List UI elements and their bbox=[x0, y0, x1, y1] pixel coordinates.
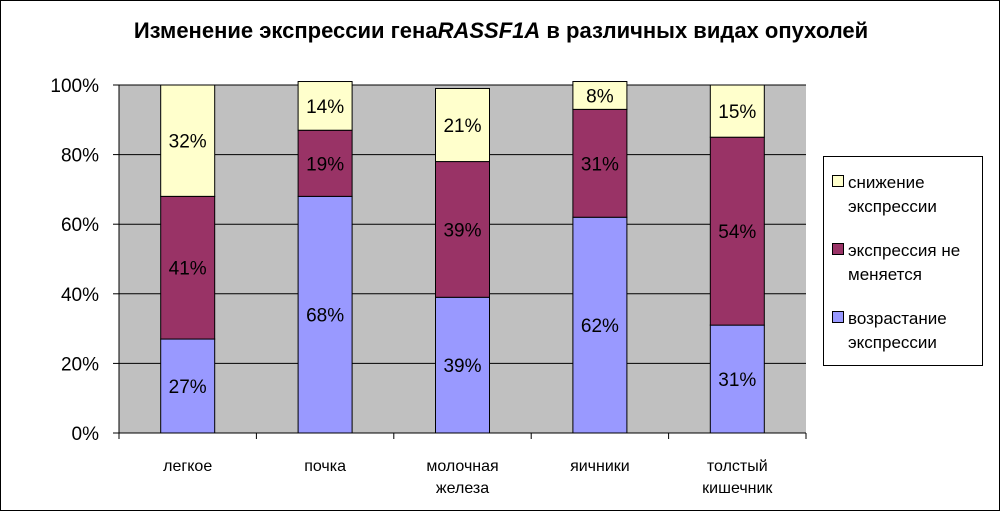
chart-legend: снижение экспрессии экспрессия не меняется в… bbox=[823, 156, 983, 366]
bar-segment bbox=[572, 108, 628, 218]
x-tick-label: железа bbox=[436, 480, 489, 497]
bar-segment bbox=[160, 84, 216, 197]
bar-segment bbox=[572, 81, 628, 110]
x-tick-label: яичники bbox=[570, 458, 630, 475]
y-tick-label: 20% bbox=[61, 354, 99, 375]
bar-segment bbox=[572, 216, 628, 434]
x-tick-label: легкое bbox=[163, 458, 212, 475]
title-gene: RASSF1A bbox=[437, 18, 541, 43]
data-label: 14% bbox=[306, 97, 344, 118]
x-tick-label: кишечник bbox=[702, 480, 773, 497]
y-tick-label: 40% bbox=[61, 285, 99, 306]
x-tick-label: молочная bbox=[426, 458, 498, 475]
data-label: 54% bbox=[718, 222, 756, 243]
x-tick-label: толстый bbox=[707, 458, 768, 475]
legend-label: экспрессия не меняется bbox=[848, 241, 961, 284]
data-label: 27% bbox=[169, 377, 207, 398]
data-label: 39% bbox=[443, 220, 481, 241]
data-label: 68% bbox=[306, 306, 344, 327]
y-tick-label: 100% bbox=[50, 76, 99, 97]
legend-label: снижение экспрессии bbox=[848, 173, 937, 216]
data-label: 62% bbox=[581, 316, 619, 337]
title-suffix: в различных видах опухолей bbox=[540, 18, 869, 43]
data-label: 31% bbox=[581, 154, 619, 175]
bar-segment bbox=[435, 87, 490, 163]
data-label: 41% bbox=[169, 259, 207, 280]
data-label: 15% bbox=[718, 102, 756, 123]
legend-swatch bbox=[832, 311, 844, 323]
data-label: 19% bbox=[306, 154, 344, 175]
x-tick-label: почка bbox=[304, 458, 346, 475]
data-label: 39% bbox=[443, 356, 481, 377]
bar-segment bbox=[297, 81, 353, 131]
bar-segment bbox=[297, 195, 353, 434]
data-label: 31% bbox=[718, 370, 756, 391]
bar-segment bbox=[709, 136, 765, 326]
y-tick-label: 80% bbox=[61, 146, 99, 167]
data-label: 32% bbox=[169, 132, 207, 153]
legend-label: возрастание экспрессии bbox=[848, 309, 947, 352]
data-label: 8% bbox=[586, 86, 614, 107]
chart-title: Изменение экспрессии генаRASSF1A в разли… bbox=[121, 17, 881, 44]
bar-segment bbox=[709, 84, 765, 138]
y-tick-label: 60% bbox=[61, 215, 99, 236]
bar-segment bbox=[297, 129, 353, 197]
legend-swatch bbox=[832, 175, 844, 187]
bar-segment bbox=[160, 195, 216, 340]
bar-segment bbox=[435, 161, 490, 298]
data-label: 21% bbox=[443, 116, 481, 137]
bar-segment bbox=[709, 324, 765, 434]
legend-swatch bbox=[832, 243, 844, 255]
y-tick-label: 0% bbox=[72, 424, 100, 445]
title-prefix: Изменение экспрессии гена bbox=[133, 18, 438, 43]
